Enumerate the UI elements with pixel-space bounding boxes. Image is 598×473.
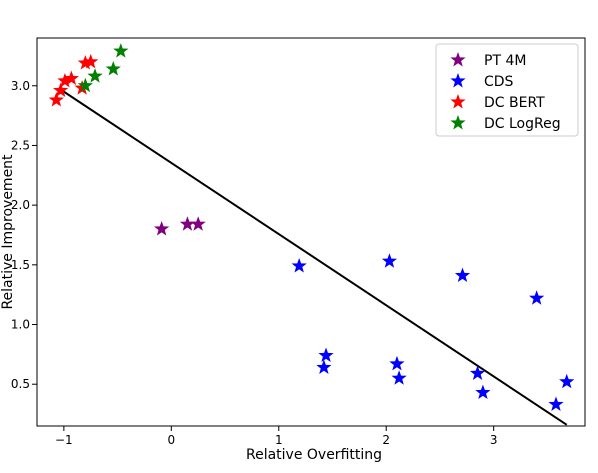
star-marker-dc-logreg	[113, 43, 129, 58]
star-marker-cds	[389, 355, 405, 371]
legend-label-pt-4m: PT 4M	[484, 53, 526, 69]
x-axis-title: Relative Overfitting	[246, 447, 382, 463]
y-tick-label: 2.0	[11, 198, 30, 212]
legend-label-dc-bert: DC BERT	[484, 95, 545, 111]
x-axis-ticks: −1 0 1 2 3	[55, 426, 497, 447]
x-tick-label: 3	[490, 433, 498, 447]
x-tick-label: −1	[55, 433, 73, 447]
star-marker-cds	[318, 347, 334, 363]
star-marker-dc-bert	[57, 72, 73, 88]
star-marker-cds	[291, 258, 307, 273]
star-marker-dc-bert	[77, 55, 93, 70]
y-tick-label: 3.0	[11, 79, 30, 93]
y-tick-label: 2.5	[11, 138, 30, 152]
star-marker-pt-4m	[190, 216, 206, 231]
star-marker-pt-4m	[154, 221, 170, 236]
y-tick-label: 0.5	[11, 377, 30, 391]
legend: PT 4M CDS DC BERT DC LogReg	[435, 43, 579, 137]
legend-marker-cds	[450, 73, 466, 88]
data-markers	[48, 43, 575, 411]
trend-line	[57, 87, 568, 426]
star-marker-dc-bert	[63, 70, 79, 86]
star-marker-cds	[391, 370, 407, 385]
star-marker-cds	[475, 384, 491, 400]
legend-label-cds: CDS	[484, 74, 514, 90]
x-tick-label: 0	[167, 433, 175, 447]
star-marker-dc-bert	[48, 92, 64, 107]
star-marker-cds	[559, 373, 575, 389]
star-marker-cds	[381, 253, 398, 268]
x-tick-label: 2	[382, 433, 390, 447]
star-marker-dc-logreg	[77, 77, 93, 93]
star-marker-cds	[548, 396, 564, 411]
star-marker-cds	[454, 267, 471, 283]
y-axis-ticks: 0.5 1.0 1.5 2.0 2.5 3.0	[11, 79, 37, 391]
y-axis-title: Relative Improvement	[0, 154, 16, 310]
star-marker-cds	[469, 365, 486, 380]
star-marker-pt-4m	[179, 216, 196, 231]
y-tick-label: 1.5	[11, 258, 30, 272]
star-marker-cds	[529, 290, 545, 305]
legend-marker-dc-bert	[450, 94, 466, 109]
legend-box	[435, 43, 579, 137]
star-marker-dc-logreg	[87, 68, 103, 83]
star-marker-dc-logreg	[105, 61, 121, 76]
legend-label-dc-logreg: DC LogReg	[484, 116, 561, 132]
star-marker-dc-bert	[53, 82, 69, 97]
legend-marker-pt-4m	[450, 52, 466, 67]
star-marker-dc-bert	[83, 53, 99, 69]
y-tick-label: 1.0	[11, 318, 30, 332]
star-marker-cds	[316, 359, 332, 374]
x-tick-label: 1	[275, 433, 283, 447]
legend-marker-dc-logreg	[450, 115, 466, 130]
